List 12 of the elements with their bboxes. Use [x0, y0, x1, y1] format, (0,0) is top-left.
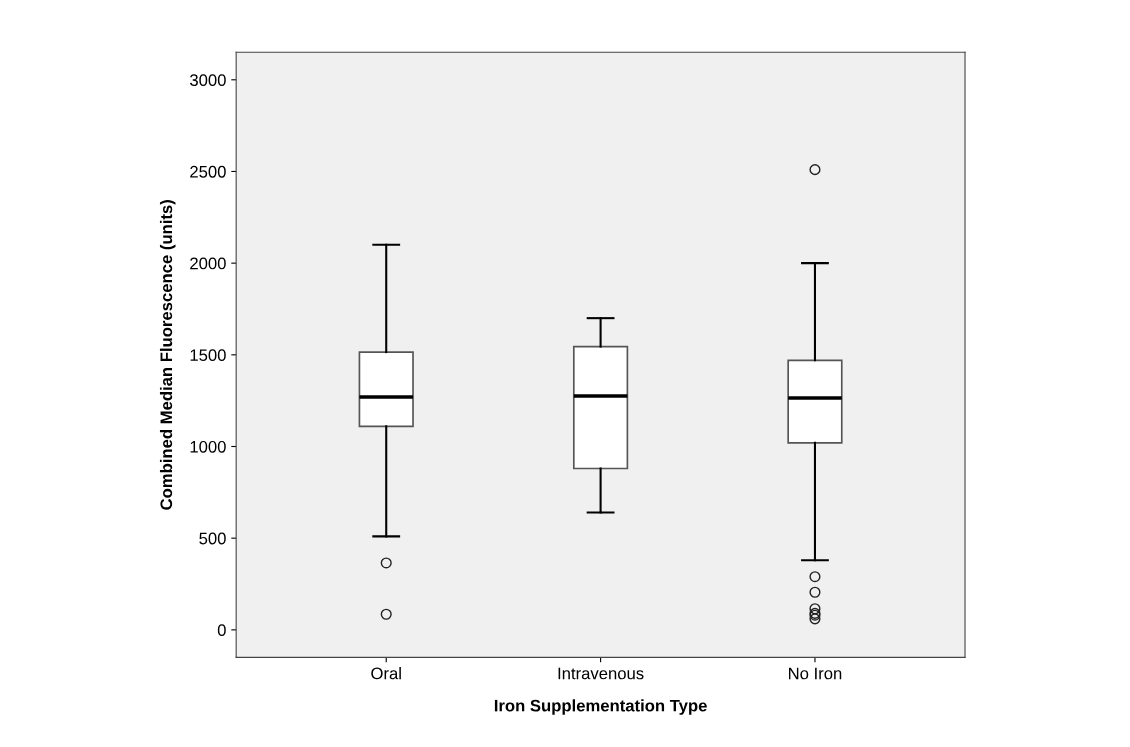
y-tick-label: 2500 [190, 165, 226, 178]
y-tick-label: 0 [217, 624, 226, 637]
y-tick-label: 1500 [190, 349, 226, 362]
y-tick-label: 1000 [190, 440, 226, 453]
y-axis-title: Combined Median Fluorescence (units) [159, 200, 176, 510]
x-tick-label: No Iron [789, 667, 842, 680]
x-tick-label: Intravenous [558, 667, 644, 680]
x-axis-title: Iron Supplementation Type [494, 699, 707, 715]
y-tick-label: 3000 [190, 74, 226, 86]
x-tick-label: Oral [371, 667, 401, 680]
y-tick-label: 2000 [190, 257, 226, 270]
y-tick-label: 500 [199, 532, 226, 545]
